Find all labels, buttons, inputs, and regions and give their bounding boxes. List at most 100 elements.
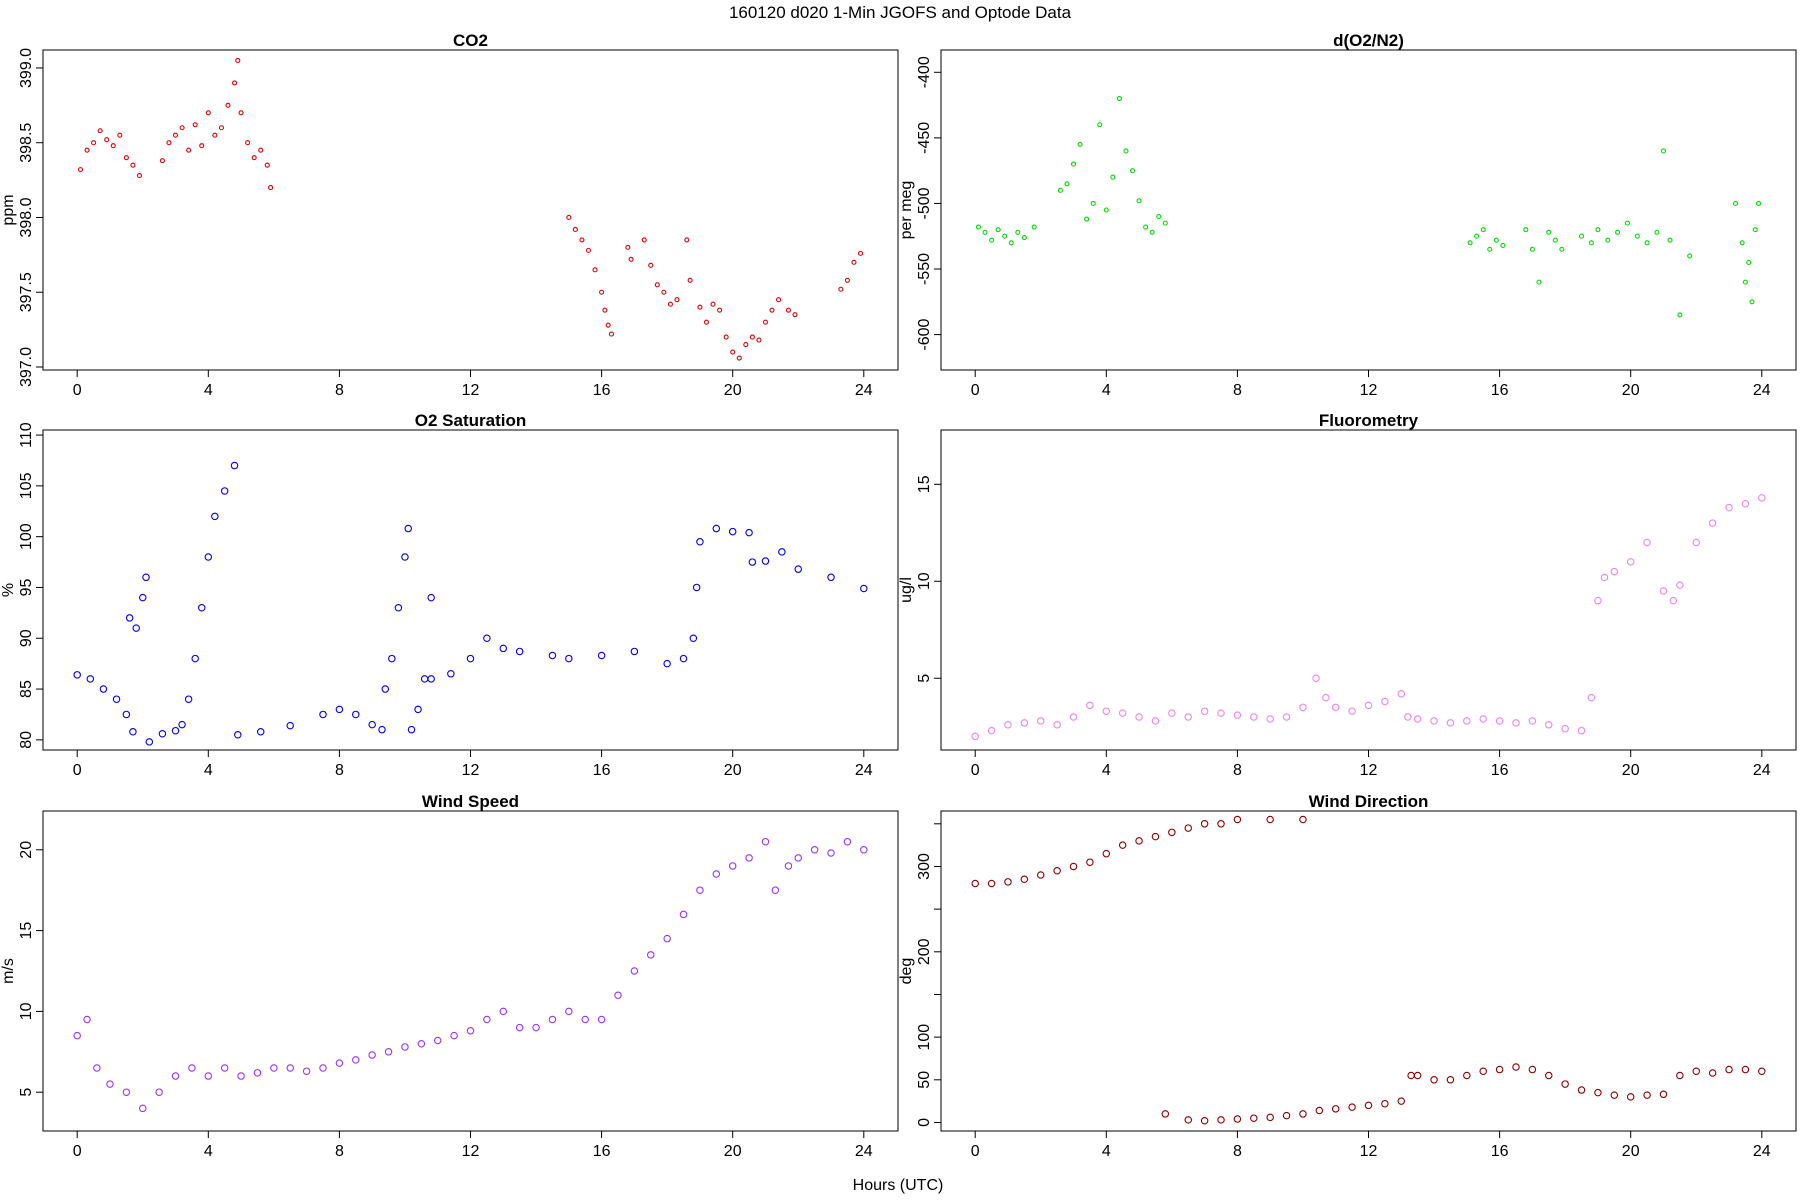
data-point (179, 125, 185, 131)
data-point (1162, 220, 1168, 226)
data-point (450, 1031, 458, 1040)
data-point (1322, 693, 1330, 702)
data-point (258, 147, 264, 153)
data-point (145, 738, 154, 746)
data-point (1595, 227, 1601, 233)
data-point (1495, 717, 1504, 725)
data-point (1135, 837, 1143, 845)
x-tick-label: 4 (1102, 382, 1111, 399)
data-point (381, 685, 390, 693)
data-point (1381, 1099, 1389, 1108)
data-point (166, 140, 172, 146)
y-tick-label: 15 (18, 922, 35, 940)
data-point (139, 593, 147, 602)
data-point (1299, 1110, 1307, 1118)
x-tick-label: 4 (204, 1143, 213, 1160)
data-point (648, 262, 654, 268)
data-point (712, 870, 721, 878)
data-point (352, 1056, 360, 1064)
data-point (483, 634, 491, 643)
data-point (1053, 721, 1061, 729)
data-point (1348, 707, 1356, 715)
data-point (220, 487, 229, 495)
y-tick-label: 100 (916, 1024, 933, 1051)
panel-title: CO2 (453, 31, 488, 50)
data-point (1090, 200, 1096, 206)
data-point (599, 289, 605, 295)
y-axis-label: ug/l (898, 577, 915, 603)
data-point (1692, 1067, 1701, 1076)
x-tick-label: 8 (335, 762, 344, 779)
data-point (1463, 1071, 1471, 1080)
data-point (1364, 1101, 1373, 1110)
data-point (352, 710, 360, 719)
data-point (1397, 690, 1406, 698)
data-point (378, 725, 386, 734)
data-point (186, 147, 192, 153)
y-tick-label: 15 (916, 475, 933, 493)
data-point (171, 726, 180, 735)
data-point (1102, 707, 1111, 715)
data-point (689, 634, 698, 643)
data-point (1381, 697, 1389, 706)
data-point (1161, 1110, 1170, 1118)
data-point (1463, 717, 1471, 725)
data-point (728, 862, 737, 870)
y-tick-label: 80 (18, 731, 35, 749)
x-tick-label: 20 (724, 762, 742, 779)
data-point (1559, 246, 1565, 252)
y-tick-label: -600 (916, 318, 933, 350)
data-point (1151, 832, 1160, 841)
data-point (483, 1015, 491, 1024)
panel-title: Fluorometry (1319, 411, 1419, 430)
data-point (756, 337, 762, 343)
data-point (785, 307, 791, 313)
data-point (663, 659, 671, 668)
x-tick-label: 0 (971, 382, 980, 399)
data-point (1233, 711, 1242, 719)
data-point (253, 1069, 262, 1077)
data-point (703, 319, 710, 325)
data-point (548, 651, 557, 660)
data-point (762, 319, 769, 325)
data-point (212, 132, 218, 138)
data-point (989, 237, 995, 243)
data-point (1577, 1086, 1586, 1094)
data-point (302, 1067, 311, 1075)
data-point (110, 143, 116, 149)
x-tick-label: 20 (724, 1143, 742, 1160)
panel-o2sat: O2 Saturation 0 4 8 12 16 20 24 80 85 90 95 100 105 11… (0, 411, 899, 779)
data-point (697, 304, 703, 310)
y-tick-label: -400 (916, 56, 933, 88)
data-point (1677, 312, 1683, 318)
data-point (736, 355, 742, 361)
data-point (597, 1015, 606, 1024)
y-tick-label: 90 (18, 629, 35, 647)
data-point (679, 910, 688, 919)
y-tick-label: 397.5 (18, 272, 35, 312)
data-point (192, 122, 198, 128)
data-point (93, 1064, 101, 1072)
data-point (1615, 229, 1621, 235)
data-point (641, 237, 647, 243)
data-point (1250, 713, 1258, 721)
data-point (1004, 721, 1012, 729)
plot-frame (940, 49, 1797, 371)
data-point (404, 524, 412, 533)
y-axis-label: m/s (0, 958, 17, 984)
data-point (1528, 1065, 1537, 1074)
data-point (1037, 871, 1045, 879)
data-point (1282, 713, 1291, 721)
data-point (1546, 229, 1552, 235)
data-point (769, 307, 775, 313)
x-tick-label: 24 (855, 762, 873, 779)
data-point (401, 1043, 409, 1051)
data-point (1600, 573, 1609, 582)
data-point (384, 1048, 393, 1056)
data-point (77, 167, 84, 173)
data-point (1512, 719, 1520, 727)
data-point (178, 720, 186, 729)
data-point (1118, 709, 1127, 717)
data-point (1594, 1088, 1602, 1097)
x-tick-label: 8 (1233, 762, 1242, 779)
